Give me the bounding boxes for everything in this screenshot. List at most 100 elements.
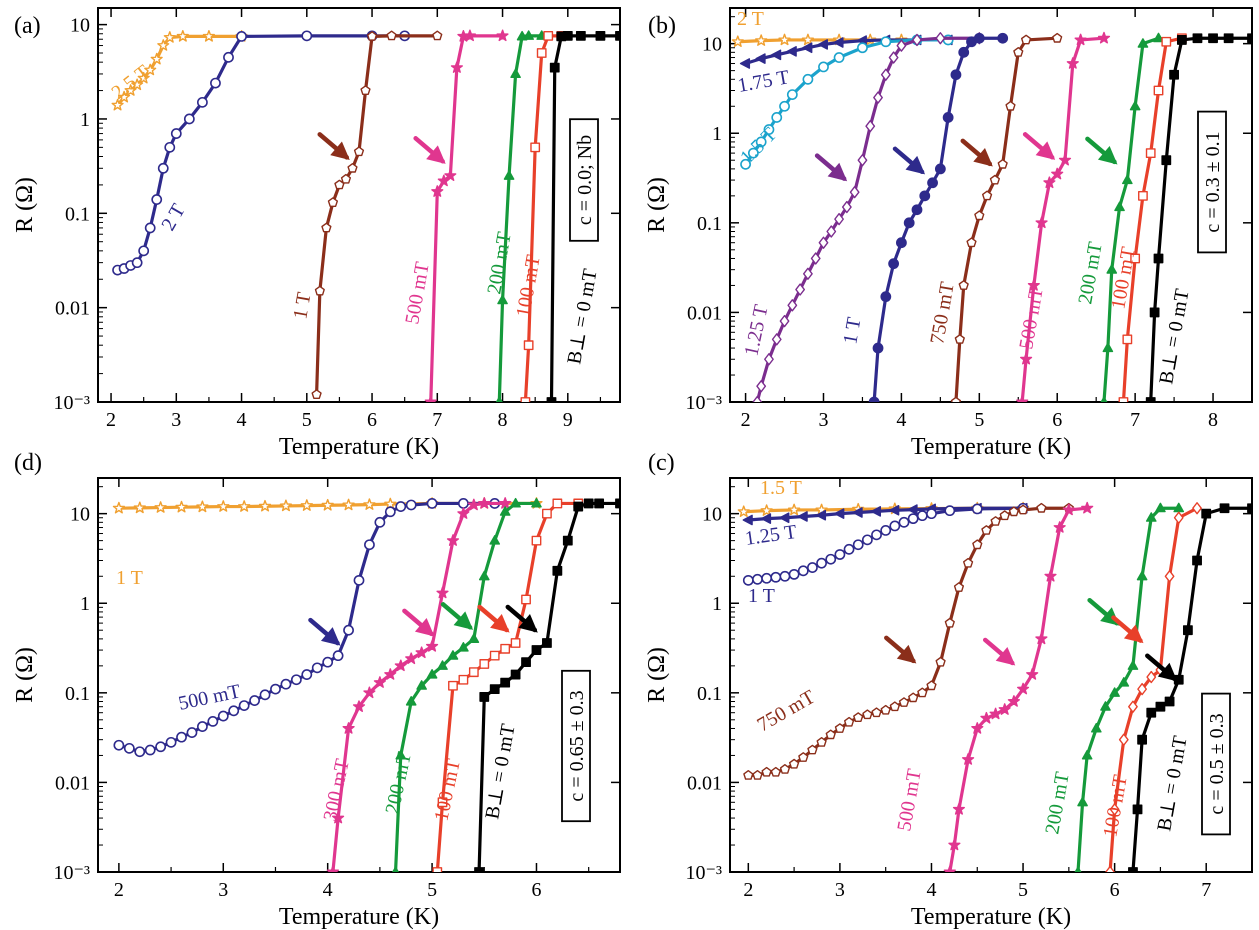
data-point [1035, 632, 1048, 645]
data-point [157, 39, 170, 51]
series-label: 500 mT [1015, 285, 1048, 351]
series-label: 200 mT [483, 230, 516, 296]
data-point [1192, 555, 1202, 566]
data-point [436, 586, 449, 599]
x-tick-label: 5 [302, 409, 312, 431]
data-point [1161, 36, 1172, 47]
data-point [739, 58, 751, 69]
data-point [332, 650, 344, 662]
data-point [495, 396, 503, 402]
x-tick-label: 9 [563, 409, 573, 431]
data-point [489, 684, 500, 695]
data-point [489, 535, 501, 545]
data-point [196, 500, 209, 513]
data-point [463, 29, 476, 42]
data-point [963, 557, 974, 568]
data-point [415, 646, 428, 659]
data-point [771, 333, 782, 346]
data-point [384, 506, 396, 518]
plot-frame [729, 7, 1253, 403]
y-axis-label: R (Ω) [644, 177, 670, 233]
data-point [818, 61, 829, 73]
y-tick-label: 1 [712, 123, 722, 145]
data-point [1145, 397, 1156, 402]
data-point [896, 39, 907, 52]
data-point [432, 867, 443, 872]
data-point [916, 510, 928, 522]
data-point [1100, 701, 1111, 711]
data-point [405, 652, 418, 665]
data-point [118, 90, 131, 103]
data-point [868, 396, 880, 402]
series-line [314, 34, 438, 395]
data-point [752, 395, 763, 402]
data-point [1137, 682, 1148, 696]
series-line [748, 506, 1069, 777]
data-point [841, 200, 852, 214]
data-point [176, 731, 187, 743]
data-point [131, 257, 143, 269]
data-point [826, 225, 837, 238]
series-label: 750 mT [926, 280, 959, 346]
data-point [755, 136, 767, 148]
data-point [1118, 677, 1130, 687]
series-4 [943, 501, 1094, 872]
data-point [880, 291, 892, 303]
data-point [861, 534, 873, 546]
data-point [873, 91, 883, 104]
data-point [755, 53, 766, 64]
series-line [1121, 36, 1183, 402]
data-point [1182, 625, 1193, 636]
series-5 [474, 498, 620, 872]
series-label: 500 mT [401, 260, 434, 326]
data-point [151, 194, 163, 205]
data-point [807, 562, 818, 573]
data-point [1020, 352, 1033, 365]
series-label: 1.5 T [760, 477, 802, 499]
data-point [779, 570, 791, 582]
data-point [210, 77, 221, 89]
data-point [531, 535, 542, 546]
data-point [384, 668, 397, 680]
data-point [499, 506, 511, 516]
data-point [530, 142, 541, 153]
data-point [1173, 502, 1185, 513]
data-point [353, 146, 365, 157]
data-point [816, 557, 827, 569]
arrow-head [896, 644, 917, 664]
data-point [795, 283, 806, 296]
data-point [1109, 803, 1120, 816]
data-point [1043, 176, 1056, 189]
data-point [971, 722, 984, 734]
data-point [966, 237, 977, 248]
data-point [990, 516, 1001, 526]
y-axis-label: R (Ω) [12, 177, 38, 233]
data-point [270, 683, 281, 695]
data-point [752, 573, 763, 585]
data-point [1192, 502, 1202, 515]
y-tick-label: 10⁻³ [685, 862, 722, 884]
data-point [457, 498, 469, 509]
data-point [981, 525, 992, 535]
data-point [760, 513, 772, 524]
data-point [444, 169, 457, 181]
data-point [123, 742, 135, 754]
data-point [843, 543, 855, 555]
data-point [1155, 502, 1166, 513]
data-point [999, 510, 1010, 521]
data-point [523, 30, 534, 40]
data-point [742, 574, 754, 586]
data-point [871, 529, 882, 541]
data-point [1192, 33, 1203, 44]
data-point [342, 722, 355, 734]
data-point [426, 669, 438, 679]
data-point [1164, 570, 1175, 583]
data-point [196, 721, 208, 732]
series-line [1108, 506, 1198, 872]
data-point [332, 811, 345, 824]
annotation-frame [561, 669, 591, 823]
data-point [942, 112, 954, 123]
x-tick-label: 3 [171, 409, 181, 431]
series-label: 2 T [157, 200, 189, 234]
data-point [144, 63, 157, 76]
